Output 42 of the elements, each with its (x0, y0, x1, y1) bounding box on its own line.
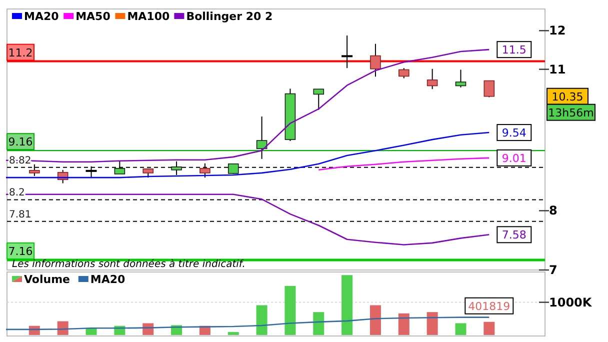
candlestick (313, 88, 324, 110)
legend-label: Volume (24, 273, 70, 286)
candlestick (256, 116, 268, 160)
bar (228, 332, 239, 335)
bar (342, 275, 353, 335)
annotation: Les informations sont données à titre indicatif. (12, 259, 246, 270)
y-tick-label: 11 (549, 62, 566, 76)
candlestick (484, 80, 495, 98)
ref-line-label: 11.2 (8, 46, 33, 60)
bar (256, 305, 268, 335)
ref-line-label: 7.81 (9, 209, 32, 220)
legend-label: Bollinger 20 2 (186, 10, 273, 23)
data-label: 11.5 (502, 44, 526, 57)
bar (484, 322, 495, 335)
bar (426, 312, 438, 335)
candlestick (370, 43, 381, 78)
legend-label: MA20 (90, 273, 126, 286)
text: 13h56m (548, 106, 594, 120)
candlestick (426, 68, 438, 90)
legend-label: MA20 (24, 10, 60, 23)
y-tick-label: 12 (549, 24, 566, 38)
text: 10.35 (552, 90, 584, 104)
legend-label: MA50 (76, 10, 111, 23)
bar (313, 312, 324, 335)
y-tick-label: 8 (549, 204, 558, 218)
bar (284, 286, 296, 335)
candlestick (455, 69, 466, 88)
data-label: 7.58 (502, 228, 526, 242)
y-tick-label: 1000K (549, 295, 592, 310)
y-tick-label: 7 (549, 263, 558, 277)
data-label: 401819 (468, 300, 510, 313)
bar (398, 313, 410, 335)
data-label: 9.54 (502, 126, 526, 140)
ref-line-label: 9.16 (8, 136, 33, 149)
bar (370, 305, 381, 335)
data-label: 9.01 (502, 152, 526, 165)
bar (455, 323, 466, 335)
legend-label: MA100 (127, 10, 170, 23)
line-series (318, 157, 490, 171)
candlestick (398, 68, 410, 79)
line-series (5, 48, 490, 163)
ref-line-label: 7.16 (8, 244, 33, 258)
